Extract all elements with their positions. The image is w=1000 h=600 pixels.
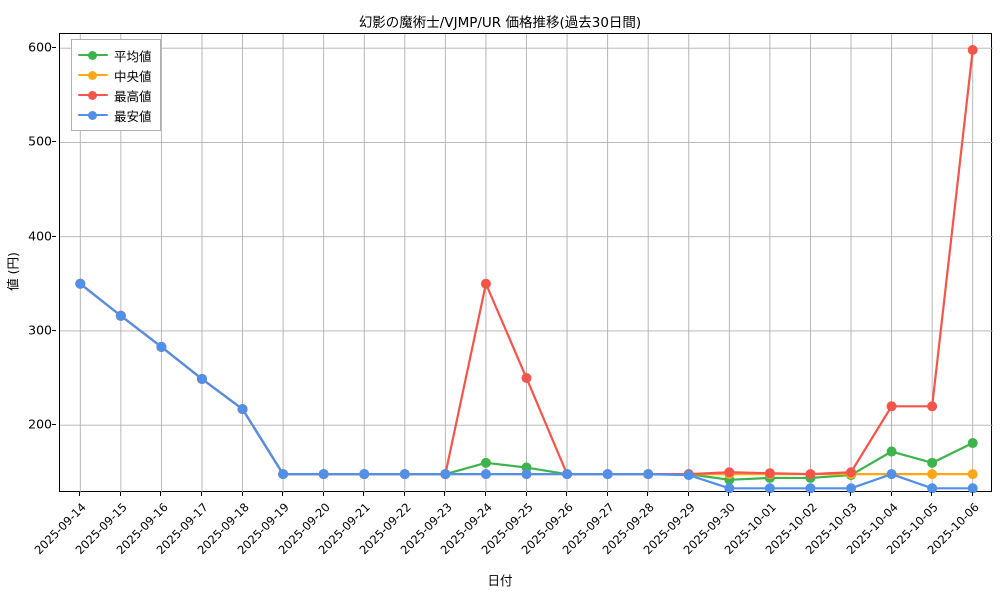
y-axis-tick-mark xyxy=(52,329,56,331)
legend-item-label: 最高値 xyxy=(114,88,152,104)
data-point-marker xyxy=(886,446,897,457)
x-axis-tick-mark xyxy=(484,492,486,496)
data-point-marker xyxy=(927,469,938,480)
data-point-marker xyxy=(805,483,816,493)
y-axis-tick-label: 300 xyxy=(28,322,52,338)
y-axis-tick-label: 500 xyxy=(28,133,52,149)
data-point-marker xyxy=(480,469,491,480)
x-axis-tick-mark xyxy=(728,492,730,496)
x-axis-tick-mark xyxy=(606,492,608,496)
x-axis-label: 日付 xyxy=(487,573,513,588)
x-axis-tick-mark xyxy=(282,492,284,496)
series-markers xyxy=(75,45,978,493)
data-point-marker xyxy=(846,467,857,478)
x-axis-tick-mark xyxy=(931,492,933,496)
x-axis-tick-mark xyxy=(160,492,162,496)
y-axis-tick-labels: 200 300 400 500 600 xyxy=(0,33,56,492)
data-point-marker xyxy=(967,438,978,449)
data-point-marker xyxy=(967,469,978,480)
data-point-marker xyxy=(115,310,126,321)
x-axis-tick-mark xyxy=(200,492,202,496)
legend-item[interactable]: 平均値 xyxy=(78,45,152,65)
legend-item-label: 中央値 xyxy=(114,68,152,84)
data-point-marker xyxy=(399,469,410,480)
data-point-marker xyxy=(846,483,857,493)
x-axis-tick-mark xyxy=(768,492,770,496)
data-point-marker xyxy=(886,401,897,412)
y-axis-tick-mark xyxy=(52,47,56,49)
legend-item-label: 平均値 xyxy=(114,48,152,64)
data-point-marker xyxy=(724,483,735,493)
y-axis-tick-mark xyxy=(52,424,56,426)
y-axis-tick-label: 600 xyxy=(28,39,52,55)
x-axis-tick-mark xyxy=(322,492,324,496)
data-point-marker xyxy=(480,278,491,289)
data-point-marker xyxy=(156,341,167,352)
data-point-marker xyxy=(521,469,532,480)
data-point-marker xyxy=(521,373,532,384)
data-point-marker xyxy=(440,469,451,480)
data-point-marker xyxy=(75,278,86,289)
data-point-marker xyxy=(967,45,978,56)
x-axis-tick-mark xyxy=(809,492,811,496)
plot-area xyxy=(59,33,993,493)
x-axis-tick-mark xyxy=(647,492,649,496)
data-point-marker xyxy=(318,469,329,480)
data-point-marker xyxy=(927,483,938,493)
y-axis-label: 値 (円) xyxy=(5,252,21,291)
x-axis-tick-mark xyxy=(850,492,852,496)
legend-item[interactable]: 最高値 xyxy=(78,85,152,105)
y-axis-tick-label: 400 xyxy=(28,228,52,244)
chart-legend[interactable]: 平均値中央値最高値最安値 xyxy=(71,39,161,131)
x-axis-tick-mark xyxy=(566,492,568,496)
x-axis-tick-mark xyxy=(403,492,405,496)
data-point-marker xyxy=(480,457,491,468)
legend-color-swatch-icon xyxy=(78,48,108,62)
x-axis-tick-mark xyxy=(444,492,446,496)
x-axis-tick-mark xyxy=(119,492,121,496)
x-axis-tick-mark xyxy=(525,492,527,496)
data-point-marker xyxy=(805,469,816,480)
legend-color-swatch-icon xyxy=(78,88,108,102)
data-point-marker xyxy=(764,468,775,479)
data-point-marker xyxy=(196,373,207,384)
legend-color-swatch-icon xyxy=(78,68,108,82)
data-point-marker xyxy=(927,401,938,412)
data-point-marker xyxy=(724,467,735,478)
data-point-marker xyxy=(886,469,897,480)
data-point-marker xyxy=(764,483,775,493)
data-point-marker xyxy=(602,469,613,480)
y-axis-tick-label: 200 xyxy=(28,416,52,432)
grid-lines xyxy=(60,34,993,493)
x-axis-tick-mark xyxy=(363,492,365,496)
data-point-marker xyxy=(359,469,370,480)
x-axis-tick-mark xyxy=(890,492,892,496)
data-point-marker xyxy=(683,470,694,481)
data-point-marker xyxy=(278,469,289,480)
legend-item[interactable]: 最安値 xyxy=(78,105,152,125)
legend-item-label: 最安値 xyxy=(114,108,152,124)
data-point-marker xyxy=(643,469,654,480)
y-axis-tick-mark xyxy=(52,141,56,143)
data-point-marker xyxy=(967,483,978,493)
plot-svg xyxy=(60,34,993,493)
x-axis-tick-labels: 2025-09-14 2025-09-15 2025-09-16 2025-09-17… xyxy=(32,492,992,572)
data-point-marker xyxy=(927,457,938,468)
x-axis-tick-mark xyxy=(971,492,973,496)
data-point-marker xyxy=(562,469,573,480)
legend-item[interactable]: 中央値 xyxy=(78,65,152,85)
y-axis-tick-mark xyxy=(52,235,56,237)
legend-color-swatch-icon xyxy=(78,108,108,122)
x-axis-tick-mark xyxy=(79,492,81,496)
x-axis-tick-mark xyxy=(241,492,243,496)
data-point-marker xyxy=(237,404,248,415)
x-axis-tick-mark xyxy=(687,492,689,496)
chart-title: 幻影の魔術士/VJMP/UR 価格推移(過去30日間) xyxy=(358,15,642,31)
